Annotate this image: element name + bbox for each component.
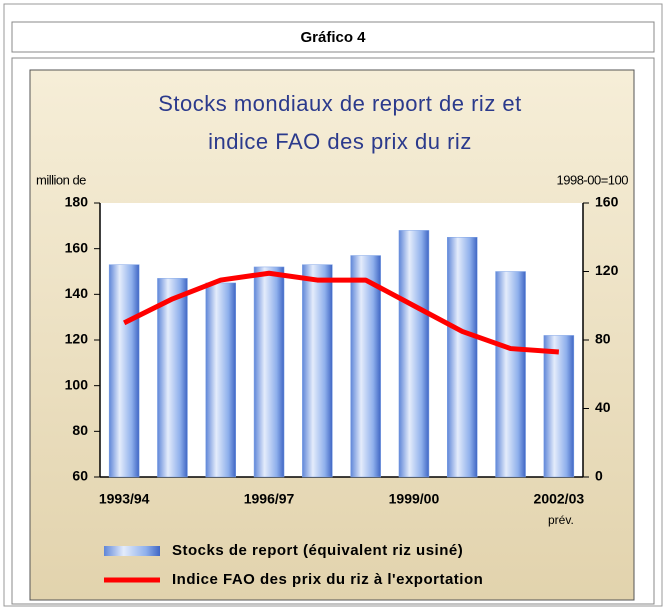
bar [302,264,333,478]
y-tick-label: 140 [65,285,89,301]
chart-title: Stocks mondiaux de report de riz et [158,91,522,116]
bar [350,255,381,478]
line [123,270,560,355]
y-tick-label: 80 [72,422,88,438]
bar [205,282,236,478]
x-tick-label: 1996/97 [244,491,295,507]
bar [398,230,430,478]
y2-tick-label: 0 [595,468,603,484]
y-tick-label: 160 [65,239,89,255]
y-tick-label: 120 [65,331,89,347]
bar [543,335,575,478]
chart-title: indice FAO des prix du riz [208,129,472,154]
y2-tick-label: 80 [595,331,611,347]
bar [157,278,188,478]
x-tick-label: 1999/00 [389,491,440,507]
y2-tick-label: 40 [595,399,611,415]
y-axis-label: million de [36,172,86,187]
header-cell [11,21,655,53]
y2-tick-label: 120 [595,262,619,278]
bar [108,264,140,478]
x-tick-label: 2002/03 [534,491,585,507]
y2-tick-label: 160 [595,194,619,210]
header: Gráfico 4 [300,29,366,46]
bar [447,237,478,478]
legend-swatch [104,546,160,556]
annotation: prév. [548,513,574,527]
y2-axis-label: 1998-00=100 [557,172,629,187]
y-tick-label: 180 [65,194,89,210]
y-tick-label: 60 [72,468,88,484]
legend-label: Stocks de report (équivalent riz usiné) [172,542,463,559]
bar [253,266,285,478]
bar [495,271,526,478]
y-tick-label: 100 [65,376,89,392]
legend-label: Indice FAO des prix du riz à l'exportati… [172,571,483,588]
x-tick-label: 1993/94 [99,491,150,507]
